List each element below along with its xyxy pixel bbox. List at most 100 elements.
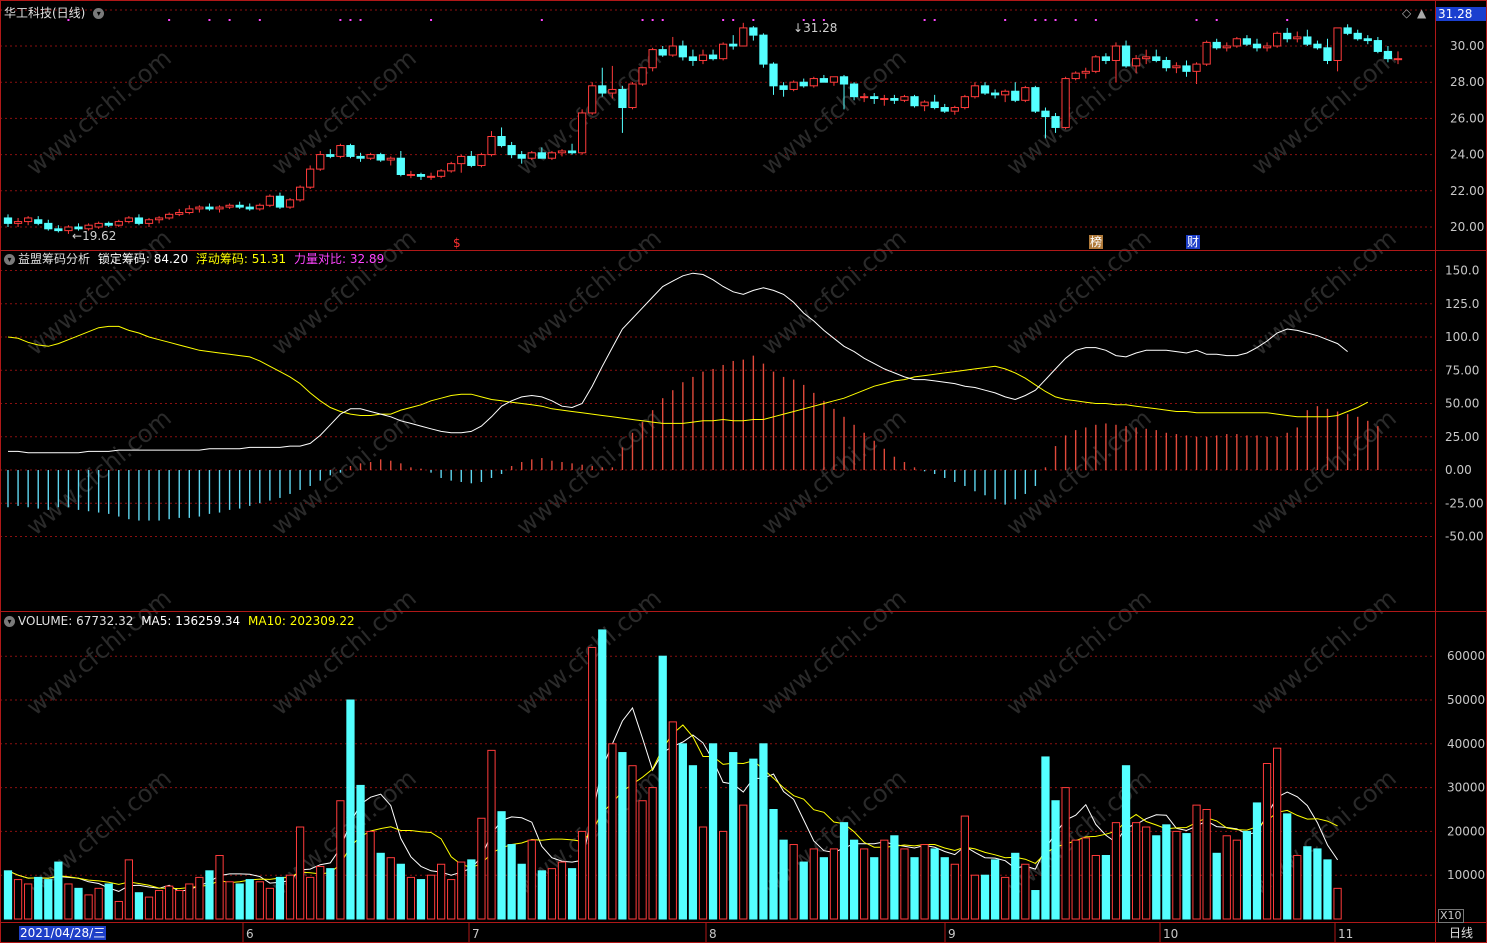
volume-bar bbox=[1142, 826, 1151, 920]
signal-dot bbox=[430, 19, 433, 21]
volume-label: VOLUME bbox=[18, 614, 69, 628]
candle-body bbox=[598, 85, 607, 94]
candle-body bbox=[54, 228, 63, 232]
volume-tick-label: 40000 bbox=[1447, 737, 1485, 751]
volume-bar bbox=[628, 765, 637, 920]
candle-body bbox=[1363, 38, 1372, 42]
chip-tick-label: 125.0 bbox=[1445, 297, 1479, 311]
volume-bar bbox=[1192, 804, 1201, 920]
chip-tick-label: 25.00 bbox=[1445, 430, 1479, 444]
candle-body bbox=[1262, 45, 1272, 49]
floating-value: 51.31 bbox=[251, 252, 287, 266]
signal-dot bbox=[651, 19, 654, 21]
candle-body bbox=[698, 54, 708, 61]
candle-body bbox=[1061, 78, 1070, 128]
chevron-up-icon[interactable]: ▲ bbox=[1417, 6, 1427, 20]
candle-body bbox=[860, 96, 869, 99]
candle-body bbox=[960, 96, 970, 109]
watermark-text: www.cfchi.com bbox=[1246, 224, 1402, 361]
volume-bar bbox=[275, 876, 285, 920]
volume-bar bbox=[376, 852, 385, 920]
candle-body bbox=[1011, 90, 1020, 101]
candle-body bbox=[447, 163, 456, 172]
marker-bang[interactable]: 榜 bbox=[1089, 235, 1104, 249]
candle-body bbox=[1121, 45, 1131, 67]
volume-bar bbox=[1323, 859, 1332, 920]
ma10-label: MA10 bbox=[248, 614, 282, 628]
volume-bar bbox=[870, 857, 879, 920]
floating-chip-line bbox=[8, 272, 1348, 454]
chip-tick-label: 100.0 bbox=[1445, 330, 1479, 344]
volume-bar bbox=[165, 885, 174, 920]
candle-body bbox=[578, 112, 587, 154]
volume-bar bbox=[608, 743, 617, 920]
settings-toggle-icon[interactable]: ▾ bbox=[93, 8, 105, 19]
candle-body bbox=[1152, 56, 1161, 61]
marker-cai[interactable]: 财 bbox=[1186, 235, 1201, 249]
watermark-text: www.cfchi.com bbox=[1001, 404, 1157, 541]
candle-body bbox=[426, 175, 436, 178]
signal-dot bbox=[168, 19, 171, 21]
chip-settings-icon[interactable]: ▾ bbox=[4, 254, 15, 265]
watermark-text: www.cfchi.com bbox=[511, 404, 667, 541]
volume-bar bbox=[447, 879, 456, 920]
candle-body bbox=[346, 145, 355, 157]
candle-body bbox=[628, 83, 637, 109]
volume-bar bbox=[1262, 763, 1272, 920]
volume-bar bbox=[195, 876, 204, 920]
candle-body bbox=[1192, 63, 1201, 72]
volume-bar bbox=[990, 859, 1000, 920]
indicator-lines bbox=[7, 272, 1369, 892]
candle-body bbox=[678, 45, 687, 58]
volume-tick-label: 20000 bbox=[1447, 824, 1485, 838]
volume-bar bbox=[124, 859, 133, 920]
volume-bar bbox=[1152, 835, 1161, 920]
min-arrow-icon: ← bbox=[72, 229, 83, 243]
marker-s[interactable]: $ bbox=[453, 236, 461, 250]
candle-body bbox=[457, 155, 466, 165]
signal-dot bbox=[1286, 19, 1289, 21]
candle-body bbox=[1111, 45, 1121, 61]
candle-body bbox=[275, 195, 285, 208]
candle-body bbox=[729, 43, 738, 47]
candle-body bbox=[1051, 116, 1060, 128]
volume-bar bbox=[265, 887, 275, 920]
signal-dot bbox=[1195, 19, 1198, 21]
price-tick-label: 28.00 bbox=[1450, 75, 1484, 89]
ma5-value: 136259.34 bbox=[175, 614, 241, 628]
chip-tick-label: 150.0 bbox=[1445, 264, 1479, 278]
candle-body bbox=[84, 224, 93, 230]
volume-bar bbox=[678, 743, 687, 920]
period-button[interactable]: 日线 bbox=[1449, 926, 1474, 940]
volume-bar bbox=[799, 861, 808, 920]
candle-body bbox=[880, 97, 889, 100]
candle-body bbox=[547, 152, 557, 159]
volume-bar bbox=[910, 857, 919, 920]
signal-dot bbox=[208, 19, 211, 21]
candle-body bbox=[719, 43, 728, 60]
volume-bar bbox=[708, 743, 718, 920]
volume-bar bbox=[1313, 848, 1322, 920]
volume-bar bbox=[396, 863, 405, 920]
chip-force-bars bbox=[7, 355, 1379, 521]
volume-bar bbox=[436, 863, 446, 920]
diamond-icon[interactable]: ◇ bbox=[1402, 6, 1412, 20]
volume-bar bbox=[1293, 854, 1302, 920]
volume-bar bbox=[557, 861, 567, 920]
candle-body bbox=[1091, 56, 1100, 72]
candle-body bbox=[134, 217, 144, 224]
volume-bar bbox=[114, 900, 123, 920]
volume-bar bbox=[1001, 876, 1010, 920]
signal-dot bbox=[359, 19, 362, 21]
volume-settings-icon[interactable]: ▾ bbox=[4, 616, 15, 627]
volume-bar bbox=[759, 743, 768, 920]
candle-body bbox=[477, 154, 486, 166]
volume-bar bbox=[930, 848, 939, 920]
signal-dot bbox=[1004, 19, 1007, 21]
signal-dot bbox=[1215, 19, 1218, 21]
volume-bar bbox=[749, 758, 758, 920]
stock-title: 华工科技(日线) ▾ bbox=[4, 6, 107, 20]
volume-bar bbox=[578, 830, 587, 920]
chip-tick-label: -25.00 bbox=[1445, 496, 1484, 510]
